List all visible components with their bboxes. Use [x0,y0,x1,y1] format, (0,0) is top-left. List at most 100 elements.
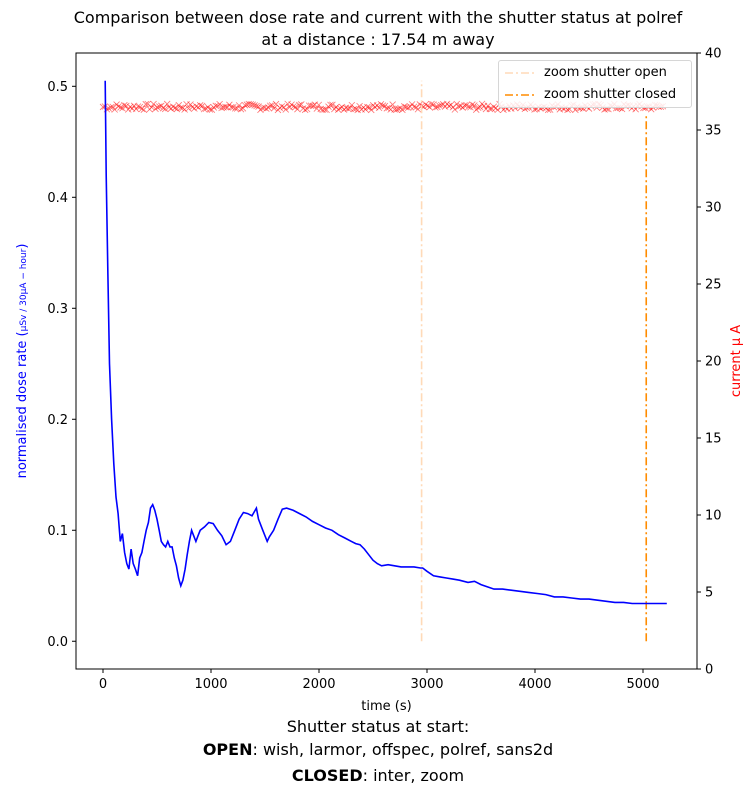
current-marker [255,103,262,110]
current-marker [426,103,433,111]
current-marker [329,101,336,109]
y-right-tick-label: 0 [705,663,713,678]
current-marker [383,105,391,112]
current-marker [336,104,344,112]
current-marker [294,105,301,113]
y-axis-left-label: normalised dose rate (μSv / 30μA − hour) [15,244,30,479]
legend-swatch-open [505,72,535,74]
current-marker [434,103,441,111]
current-marker [140,106,148,113]
current-marker [268,102,276,109]
x-tick-label: 2000 [302,677,335,692]
current-marker [296,101,303,109]
x-axis-label: time (s) [361,699,411,714]
current-marker [150,100,157,108]
legend-item-zoom-closed: zoom shutter closed [499,85,691,105]
y-left-tick-label: 0.0 [47,635,68,650]
current-marker [393,106,400,113]
current-marker [282,106,290,113]
current-marker [249,101,256,108]
x-tick-label: 4000 [518,677,551,692]
legend-label-open: zoom shutter open [544,65,667,80]
current-marker [109,103,117,111]
current-marker [185,105,192,112]
current-marker [465,103,472,111]
y-right-tick-label: 40 [705,47,722,62]
current-marker [375,104,383,112]
current-marker [212,102,220,110]
y-right-tick-label: 20 [705,355,722,370]
current-marker [377,100,385,108]
current-marker [107,103,115,111]
current-marker [471,102,478,109]
chart-subtitle: at a distance : 17.54 m away [261,30,495,49]
current-marker [451,106,459,113]
current-marker [298,101,305,108]
current-marker [231,105,239,112]
current-marker [404,104,412,111]
current-marker [367,106,375,114]
x-tick-label: 1000 [194,677,227,692]
current-marker [148,103,155,111]
legend-item-zoom-open: zoom shutter open [499,63,691,83]
current-marker [173,105,181,113]
current-marker [395,105,402,113]
current-marker [117,104,124,111]
current-marker [229,103,237,111]
current-marker [247,100,255,108]
dose-rate-line [104,80,667,605]
current-marker [401,102,408,110]
current-marker [144,100,151,108]
y-right-tick-label: 25 [705,278,722,293]
y-left-tick-label: 0.5 [47,80,68,95]
current-marker [206,106,214,113]
caption-closed-line: CLOSED: inter, zoom [0,766,756,785]
current-marker [315,101,323,109]
current-marker [235,102,243,109]
current-marker [309,102,317,110]
x-tick-label: 0 [99,677,107,692]
current-marker [200,105,208,113]
chart-title: Comparison between dose rate and current… [73,8,683,27]
current-marker [198,102,206,110]
y-right-tick-label: 30 [705,201,722,216]
caption-open-label: OPEN [202,740,253,759]
current-marker [241,101,249,109]
caption-open-line: OPEN: wish, larmor, offspec, polref, san… [0,740,756,759]
current-marker [455,103,463,110]
x-tick-label: 5000 [626,677,659,692]
current-marker [154,104,161,111]
current-marker [119,104,126,112]
current-marker [216,100,223,108]
current-marker [218,104,225,112]
current-marker [290,103,297,110]
current-marker [177,104,185,112]
caption-open-list: : wish, larmor, offspec, polref, sans2d [252,740,554,759]
current-marker [307,102,315,109]
current-marker [138,105,146,113]
current-marker [222,103,229,111]
caption-closed-label: CLOSED [291,766,363,785]
current-marker [430,101,437,108]
current-marker [356,102,363,110]
current-marker [115,103,122,110]
current-marker [410,103,418,111]
plot-frame [75,52,698,670]
current-marker [321,106,328,113]
y-right-tick-label: 35 [705,124,722,139]
current-marker [469,101,476,108]
y-axis-left-label-close: ) [15,244,30,249]
current-marker [476,103,484,111]
current-marker [130,102,138,110]
current-marker [424,102,431,110]
current-marker [352,105,360,113]
caption-closed-list: : inter, zoom [362,766,465,785]
current-marker [263,105,270,112]
current-marker [171,104,179,112]
current-marker [461,102,468,109]
y-left-tick-label: 0.2 [47,413,68,428]
current-marker [251,102,258,109]
y-right-tick-label: 10 [705,509,722,524]
current-marker [332,103,340,111]
